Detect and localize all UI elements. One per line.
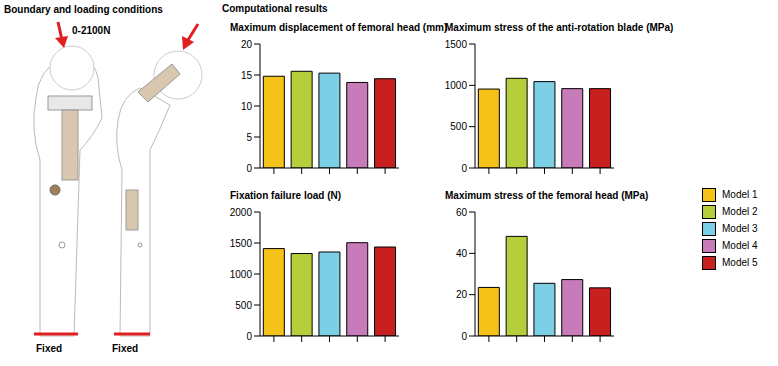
- svg-text:0: 0: [246, 331, 252, 342]
- svg-text:Fixed: Fixed: [36, 343, 62, 354]
- svg-text:20: 20: [241, 39, 253, 50]
- svg-text:2000: 2000: [230, 207, 253, 218]
- html-text:Maximum displacement of femora: Maximum displacement of femoral head (mm…: [230, 22, 448, 33]
- svg-text:Boundary and loading condition: Boundary and loading conditions: [4, 4, 163, 15]
- svg-text:500: 500: [450, 121, 467, 132]
- html-text:Maximum stress of the anti-rot: Maximum stress of the anti-rotation blad…: [445, 22, 674, 33]
- svg-text:500: 500: [235, 300, 252, 311]
- svg-text:1000: 1000: [230, 269, 253, 280]
- svg-text:5: 5: [246, 132, 252, 143]
- html-text:Fixation failure load (N): Fixation failure load (N): [230, 190, 342, 201]
- svg-text:0: 0: [246, 163, 252, 174]
- svg-text:0-2100N: 0-2100N: [72, 25, 110, 36]
- html-text:Model 1: Model 1: [722, 189, 758, 200]
- svg-text:40: 40: [456, 248, 468, 259]
- html-text:Maximum stress of the femoral: Maximum stress of the femoral head (MPa): [445, 190, 649, 201]
- svg-text:1000: 1000: [445, 80, 468, 91]
- svg-text:20: 20: [456, 289, 468, 300]
- svg-text:60: 60: [456, 207, 468, 218]
- html-text:Model 2: Model 2: [722, 206, 758, 217]
- html-text:Model 4: Model 4: [722, 240, 758, 251]
- svg-text:Fixed: Fixed: [112, 343, 138, 354]
- svg-text:1500: 1500: [230, 238, 253, 249]
- svg-text:10: 10: [241, 101, 253, 112]
- svg-text:0: 0: [461, 331, 467, 342]
- svg-text:15: 15: [241, 70, 253, 81]
- svg-text:0: 0: [461, 163, 467, 174]
- html-text:Model 5: Model 5: [722, 257, 758, 268]
- html-text:Computational results: Computational results: [222, 3, 328, 14]
- svg-text:1500: 1500: [445, 39, 468, 50]
- html-text:Model 3: Model 3: [722, 223, 758, 234]
